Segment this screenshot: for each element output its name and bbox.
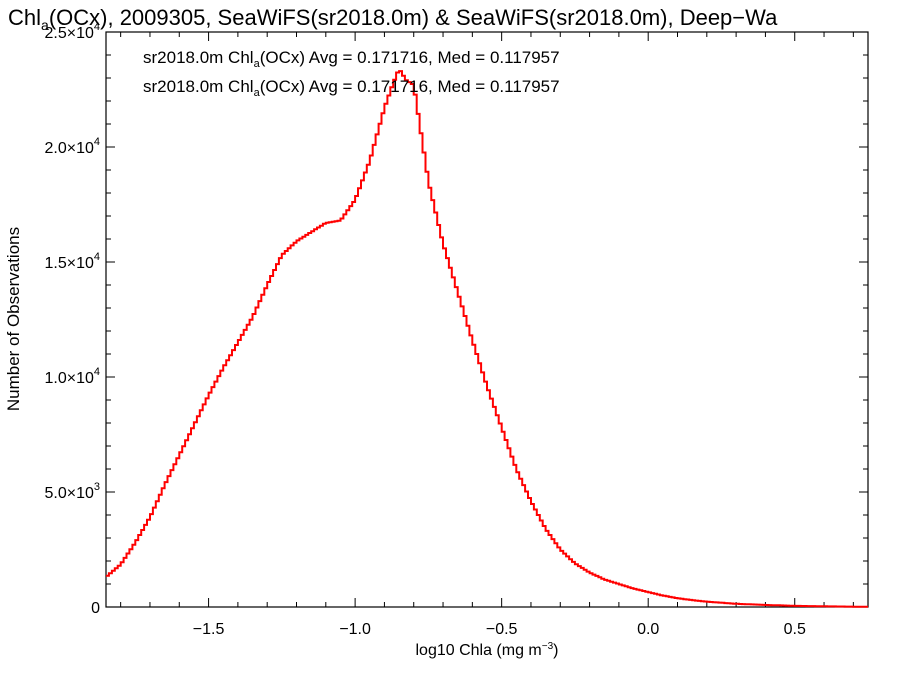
y-tick-label: 2.5×104 xyxy=(44,21,100,42)
legend-entry-black: sr2018.0m Chla(OCx) Avg = 0.171716, Med … xyxy=(143,48,560,70)
y-tick-label: 0 xyxy=(91,600,100,617)
y-tick-label: 2.0×104 xyxy=(44,136,100,157)
legend-entry-red: sr2018.0m Chla(OCx) Avg = 0.171716, Med … xyxy=(143,77,560,99)
x-tick-label: −0.5 xyxy=(486,621,518,638)
y-tick-label: 1.0×104 xyxy=(44,366,100,387)
y-tick-label: 5.0×103 xyxy=(44,481,100,502)
series-layer xyxy=(106,70,868,608)
x-tick-label: −1.0 xyxy=(339,621,371,638)
y-axis: 0 5.0×103 1.0×104 1.5×104 2.0×104 2.5×104 xyxy=(44,21,868,617)
chart-title: Chla(OCx), 2009305, SeaWiFS(sr2018.0m) &… xyxy=(8,5,778,33)
series-line-0 xyxy=(106,70,868,608)
x-tick-label: 0.0 xyxy=(637,621,659,638)
x-tick-label: 0.5 xyxy=(784,621,806,638)
x-axis: −1.5 −1.0 −0.5 0.0 0.5 xyxy=(120,32,854,638)
x-tick-label: −1.5 xyxy=(193,621,225,638)
x-axis-label: log10 Chla (mg m−3) xyxy=(415,641,558,659)
y-tick-label: 1.5×104 xyxy=(44,251,100,272)
plot-frame xyxy=(105,31,869,608)
y-axis-label: Number of Observations xyxy=(4,227,23,411)
